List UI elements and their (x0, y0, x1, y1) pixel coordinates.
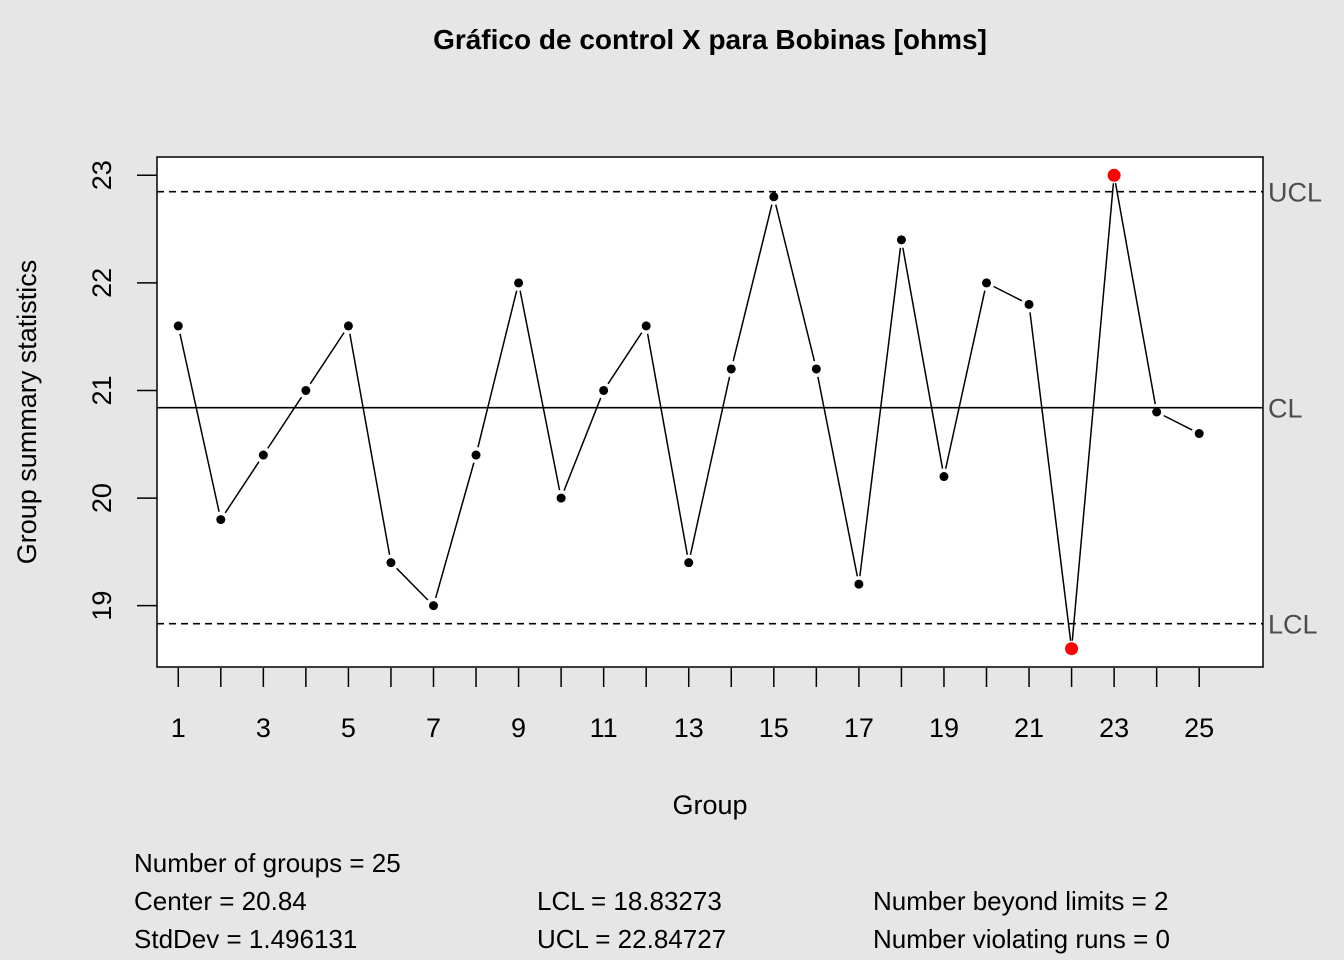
x-tick-label: 13 (674, 713, 704, 743)
violation-point (1065, 642, 1079, 656)
data-point (769, 192, 779, 202)
x-tick-label: 23 (1099, 713, 1129, 743)
x-tick-label: 1 (171, 713, 186, 743)
data-point (939, 472, 949, 482)
x-tick-label: 3 (256, 713, 271, 743)
data-point (471, 450, 481, 460)
data-point (854, 579, 864, 589)
x-tick-label: 9 (511, 713, 526, 743)
x-tick-label: 7 (426, 713, 441, 743)
violation-point (1107, 168, 1121, 182)
series-segment (774, 204, 816, 362)
series-segment (859, 247, 902, 577)
series-segment (732, 204, 773, 362)
data-point (173, 321, 183, 331)
stat-number-of-groups: Number of groups = 25 (134, 848, 401, 878)
data-point (514, 278, 524, 288)
series-segment (902, 247, 944, 469)
x-tick-label: 25 (1184, 713, 1214, 743)
data-point (429, 601, 438, 611)
stat-stddev: StdDev = 1.496131 (134, 924, 358, 954)
cl-label: CL (1268, 394, 1303, 424)
stat-violating-runs: Number violating runs = 0 (873, 924, 1170, 954)
y-tick-label: 21 (87, 375, 117, 405)
data-point (896, 235, 906, 245)
series-segment (1029, 312, 1072, 641)
data-point (258, 450, 268, 460)
lcl-label: LCL (1268, 610, 1318, 640)
series-segment (396, 567, 429, 601)
series-segment (1163, 414, 1193, 431)
series-segment (689, 376, 731, 555)
x-tick-label: 11 (590, 713, 618, 743)
x-tick-label: 21 (1014, 713, 1044, 743)
ucl-label: UCL (1268, 178, 1322, 208)
data-point (684, 558, 694, 568)
series-segment (1114, 183, 1156, 405)
series-segment (349, 333, 391, 555)
stat-lcl: LCL = 18.83273 (537, 886, 722, 916)
y-axis-label: Group summary statistics (12, 260, 42, 565)
series-segment (646, 333, 689, 555)
series-segment (563, 397, 602, 491)
chart-title: Gráfico de control X para Bobinas [ohms] (433, 24, 987, 55)
data-point (1194, 429, 1204, 439)
series-segment (309, 332, 345, 385)
series-segment (434, 462, 475, 599)
series-segment (607, 332, 643, 385)
series-segment (1071, 183, 1115, 641)
stat-ucl: UCL = 22.84727 (537, 924, 727, 954)
series-segment (477, 290, 518, 448)
series-segment (993, 285, 1023, 302)
data-point (556, 493, 566, 503)
x-tick-label: 15 (759, 713, 789, 743)
y-tick-label: 20 (87, 483, 117, 513)
series-segment (944, 290, 986, 469)
data-point (343, 321, 353, 331)
series-segment (224, 461, 260, 514)
x-tick-label: 19 (929, 713, 959, 743)
data-point (1024, 299, 1034, 309)
plot-area (156, 156, 1264, 668)
x-tick-label: 5 (341, 713, 356, 743)
y-tick-label: 22 (87, 268, 117, 298)
data-point (301, 385, 311, 395)
data-point (1152, 407, 1162, 417)
x-axis-label: Group (672, 790, 747, 820)
x-tick-label: 17 (844, 713, 874, 743)
y-tick-label: 19 (87, 591, 117, 621)
series-segment (817, 376, 859, 577)
y-tick-label: 23 (87, 160, 117, 190)
data-point (216, 515, 226, 525)
series-segment (179, 333, 220, 512)
stat-beyond-limits: Number beyond limits = 2 (873, 886, 1169, 916)
data-point (811, 364, 821, 374)
data-point (726, 364, 736, 374)
data-point (386, 558, 396, 568)
data-point (982, 278, 991, 288)
data-point (599, 385, 609, 395)
stat-center: Center = 20.84 (134, 886, 307, 916)
data-point (641, 321, 651, 331)
series-segment (519, 290, 561, 491)
series-segment (267, 396, 303, 449)
